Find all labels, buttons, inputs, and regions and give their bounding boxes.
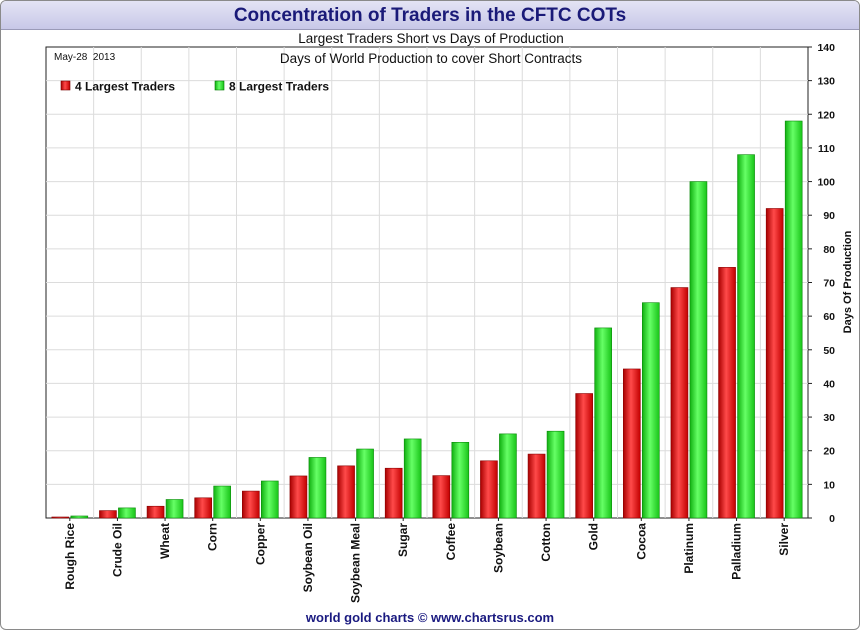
bar-8-largest-cotton (546, 430, 565, 519)
y-tick-label: 140 (817, 42, 835, 54)
x-tick-label: Corn (206, 523, 220, 551)
x-tick-label: Cotton (539, 523, 553, 562)
legend: 4 Largest Traders 8 Largest Traders (60, 80, 329, 94)
date-label: May-28 2013 (54, 52, 116, 63)
bar-4-largest-copper (242, 490, 260, 519)
y-tick-label: 20 (823, 446, 835, 458)
bar-4-largest-soybean (480, 460, 498, 519)
bar-4-largest-coffee (432, 475, 451, 519)
bar-4-largest-corn (194, 497, 212, 519)
legend-swatch-8-largest (214, 80, 225, 91)
y-axis-label: Days Of Production (842, 230, 854, 333)
y-tick-label: 30 (823, 412, 835, 424)
bars (51, 120, 803, 519)
x-tick-label: Platinum (682, 523, 696, 574)
bar-8-largest-platinum (689, 181, 708, 519)
x-tick-label: Soybean (491, 523, 505, 573)
y-tick-label: 110 (818, 143, 835, 155)
y-tick-label: 130 (817, 76, 835, 88)
bar-8-largest-palladium (737, 154, 755, 519)
y-tick-label: 70 (823, 278, 835, 290)
bar-4-largest-cocoa (623, 368, 641, 519)
bar-8-largest-silver (784, 120, 803, 519)
x-tick-label: Silver (777, 523, 791, 556)
y-tick-label: 50 (823, 345, 835, 357)
bar-8-largest-coffee (451, 442, 470, 519)
x-tick-label: Gold (587, 523, 601, 550)
bar-4-largest-platinum (670, 287, 689, 519)
title-bar: Concentration of Traders in the CFTC COT… (1, 1, 859, 30)
bar-8-largest-gold (594, 327, 612, 519)
x-tick-label: Copper (253, 523, 267, 565)
bar-8-largest-wheat (165, 499, 184, 519)
bar-8-largest-copper (261, 480, 279, 519)
legend-label-8-largest: 8 Largest Traders (229, 80, 329, 94)
x-axis: Rough Rice Crude Oil Wheat Corn Copper Soybea… (63, 518, 791, 603)
bar-8-largest-soybean-oil (308, 457, 327, 519)
bar-8-largest-sugar (403, 438, 422, 519)
y-axis: 0 10 20 30 40 50 60 70 80 90 100 110 120 130 140 (808, 42, 835, 525)
x-tick-label: Rough Rice (63, 523, 77, 590)
x-tick-label: Wheat (158, 523, 172, 559)
bar-4-largest-cotton (527, 453, 546, 519)
bar-8-largest-soybean (499, 433, 517, 519)
bar-8-largest-rough-rice (70, 515, 89, 519)
bar-4-largest-rough-rice (51, 516, 70, 519)
y-tick-label: 60 (823, 311, 835, 323)
bar-4-largest-crude-oil (99, 510, 117, 519)
bar-4-largest-soybean-meal (337, 465, 355, 519)
legend-swatch-4-largest (60, 80, 71, 91)
footer-credit: world gold charts © www.chartsrus.com (305, 610, 555, 625)
y-tick-label: 10 (823, 479, 835, 491)
chart-title: Largest Traders Short vs Days of Product… (298, 31, 564, 46)
y-tick-label: 120 (817, 109, 835, 121)
y-tick-label: 90 (823, 210, 835, 222)
x-tick-label: Soybean Meal (349, 523, 363, 603)
bar-4-largest-wheat (146, 505, 165, 519)
bar-8-largest-soybean-meal (356, 448, 374, 519)
x-tick-label: Soybean Oil (301, 523, 315, 592)
bar-4-largest-silver (765, 208, 784, 519)
bar-4-largest-sugar (384, 467, 403, 519)
x-tick-label: Sugar (396, 523, 410, 557)
bar-4-largest-gold (575, 393, 593, 519)
x-tick-label: Coffee (444, 523, 458, 561)
bar-4-largest-soybean-oil (289, 475, 308, 519)
y-tick-label: 80 (823, 244, 835, 256)
y-tick-label: 100 (817, 177, 835, 189)
page-title: Concentration of Traders in the CFTC COT… (233, 5, 627, 26)
bar-8-largest-crude-oil (118, 507, 136, 519)
bar-8-largest-corn (213, 485, 231, 519)
y-tick-label: 40 (823, 378, 835, 390)
bar-4-largest-palladium (718, 267, 736, 519)
x-tick-label: Palladium (730, 523, 744, 580)
x-tick-label: Cocoa (634, 523, 648, 560)
y-tick-label: 0 (829, 513, 835, 525)
chart-subtitle: Days of World Production to cover Short … (280, 51, 582, 66)
x-tick-label: Crude Oil (110, 523, 124, 577)
legend-label-4-largest: 4 Largest Traders (75, 80, 175, 94)
bar-8-largest-cocoa (642, 302, 660, 519)
